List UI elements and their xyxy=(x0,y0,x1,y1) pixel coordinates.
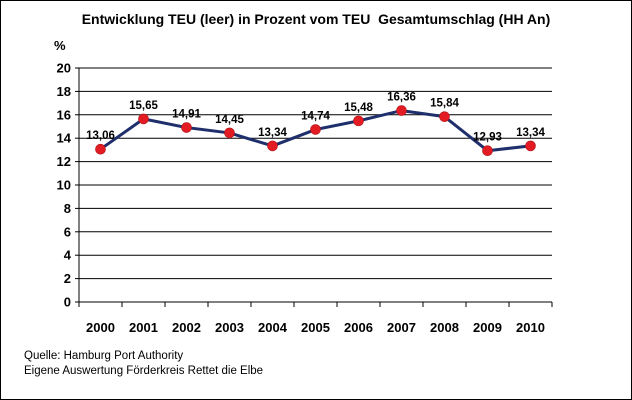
data-label-2008: 15,84 xyxy=(430,98,459,110)
data-point-2005 xyxy=(310,124,321,135)
x-tick-labels: 2000 2001 2002 2003 2004 2005 2006 2007 2008 2009… xyxy=(86,320,545,335)
y-tick-label-10: 10 xyxy=(57,178,71,193)
y-tick-label-20: 20 xyxy=(57,61,71,76)
data-label-2006: 15,48 xyxy=(344,102,373,114)
data-label-2000: 13,06 xyxy=(86,130,115,142)
data-point-2001 xyxy=(138,113,149,125)
x-tick-label-2006: 2006 xyxy=(344,320,373,335)
data-label-2002: 14,91 xyxy=(172,109,201,121)
x-tick-label-2004: 2004 xyxy=(258,320,288,335)
data-point-2006 xyxy=(353,115,364,127)
y-tick-label-0: 0 xyxy=(64,295,71,310)
data-label-2005: 14,74 xyxy=(301,111,330,123)
source-line-1: Quelle: Hamburg Port Authority xyxy=(24,350,184,362)
y-tick-label-16: 16 xyxy=(57,107,71,122)
y-axis-unit-label: % xyxy=(54,38,66,53)
x-tick-label-2003: 2003 xyxy=(215,320,244,335)
grid-lines xyxy=(79,67,552,280)
y-tick-labels: 0 2 4 6 8 10 12 14 16 18 20 xyxy=(57,61,72,310)
data-label-2001: 15,65 xyxy=(129,100,158,112)
y-tick-label-18: 18 xyxy=(57,84,71,99)
data-point-2008 xyxy=(439,111,450,122)
data-points xyxy=(95,105,536,157)
data-point-2000 xyxy=(95,143,106,155)
y-tick-label-4: 4 xyxy=(64,248,72,263)
y-tick-label-8: 8 xyxy=(64,201,71,216)
data-labels: 13,06 15,65 14,91 14,45 13,34 14,74 15,48 16,36… xyxy=(86,92,545,144)
x-tick-label-2000: 2000 xyxy=(86,320,115,335)
data-point-2009 xyxy=(482,145,493,157)
x-tick-label-2007: 2007 xyxy=(387,320,416,335)
data-point-2004 xyxy=(267,140,278,152)
data-point-2002 xyxy=(181,122,192,133)
x-tick-label-2008: 2008 xyxy=(430,320,459,335)
y-tick-label-2: 2 xyxy=(64,271,71,286)
data-point-2010 xyxy=(525,140,536,152)
axes xyxy=(75,67,553,307)
chart-title: Entwicklung TEU (leer) in Prozent vom TE… xyxy=(81,11,551,27)
x-tick-label-2001: 2001 xyxy=(129,320,158,335)
x-tick-label-2010: 2010 xyxy=(516,320,545,335)
y-tick-label-12: 12 xyxy=(57,154,71,169)
source-line-2: Eigene Auswertung Förderkreis Rettet die… xyxy=(24,365,264,377)
y-tick-label-14: 14 xyxy=(57,131,72,146)
x-tick-label-2005: 2005 xyxy=(301,320,330,335)
data-label-2003: 14,45 xyxy=(215,114,244,126)
data-label-2010: 13,34 xyxy=(516,127,545,139)
x-tick-label-2009: 2009 xyxy=(473,320,502,335)
data-point-2003 xyxy=(224,127,235,139)
data-label-2004: 13,34 xyxy=(258,127,287,139)
data-label-2009: 12,93 xyxy=(473,132,502,144)
y-tick-label-6: 6 xyxy=(64,224,71,239)
x-tick-label-2002: 2002 xyxy=(172,320,201,335)
data-label-2007: 16,36 xyxy=(387,92,416,104)
data-point-2007 xyxy=(396,105,407,116)
